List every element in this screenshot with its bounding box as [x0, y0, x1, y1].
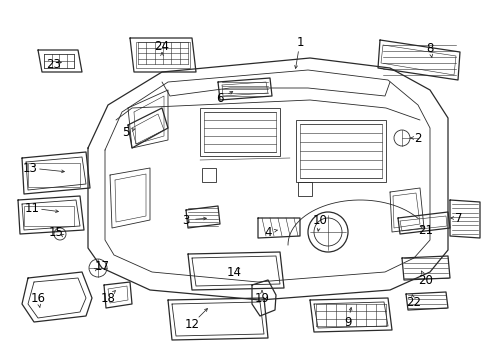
- Text: 21: 21: [418, 224, 433, 237]
- Text: 5: 5: [122, 126, 129, 139]
- Text: 20: 20: [418, 274, 432, 287]
- Bar: [24, 206, 74, 226]
- Bar: [295, 120, 385, 182]
- Bar: [202, 168, 216, 182]
- Text: 6: 6: [216, 91, 224, 104]
- Text: 11: 11: [24, 202, 40, 215]
- Text: 7: 7: [454, 211, 462, 225]
- Bar: [28, 163, 80, 187]
- Text: 13: 13: [22, 162, 38, 175]
- Text: 14: 14: [226, 266, 241, 279]
- Text: 17: 17: [94, 260, 109, 273]
- Bar: [299, 124, 381, 178]
- Bar: [136, 42, 190, 68]
- Text: 4: 4: [264, 225, 271, 238]
- Text: 16: 16: [30, 292, 45, 305]
- Text: 2: 2: [413, 131, 421, 144]
- Text: 19: 19: [254, 292, 269, 305]
- Text: 18: 18: [101, 292, 115, 305]
- Text: 22: 22: [406, 296, 421, 309]
- Text: 1: 1: [296, 36, 303, 49]
- Text: 23: 23: [46, 58, 61, 71]
- Text: 24: 24: [154, 40, 169, 53]
- Text: 15: 15: [48, 225, 63, 238]
- Text: 9: 9: [344, 315, 351, 328]
- Bar: [200, 108, 280, 156]
- Text: 8: 8: [426, 41, 433, 54]
- Bar: [203, 112, 275, 152]
- Text: 10: 10: [312, 213, 327, 226]
- Bar: [297, 182, 311, 196]
- Text: 12: 12: [184, 318, 199, 330]
- Text: 3: 3: [182, 213, 189, 226]
